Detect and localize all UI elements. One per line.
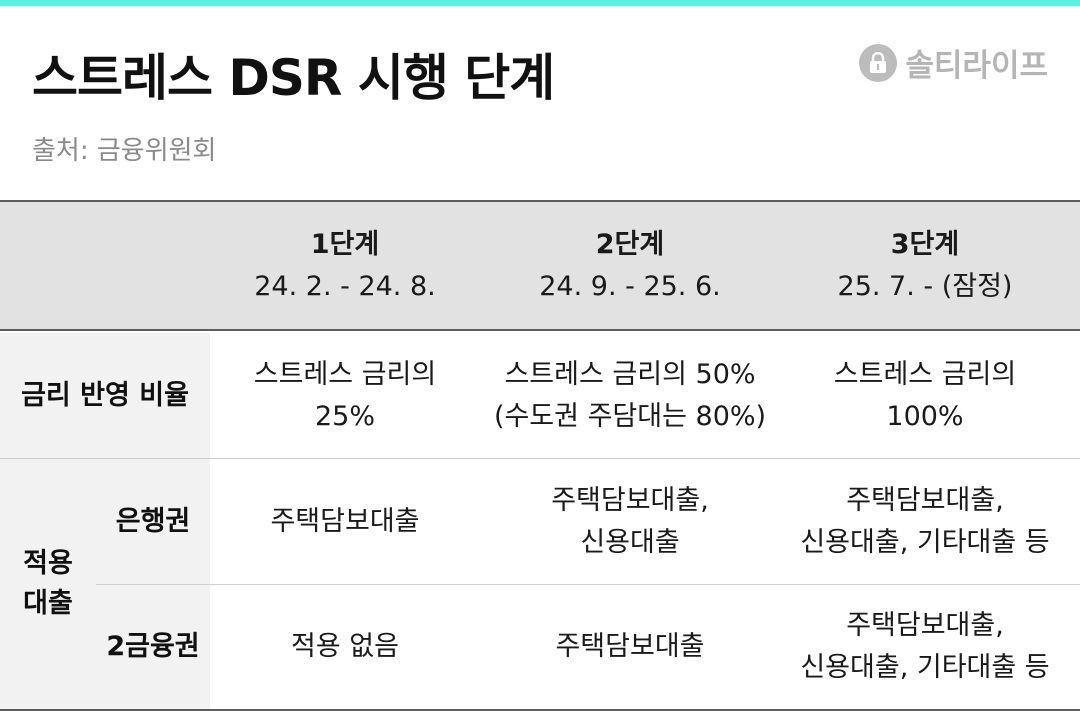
row-label-bank: 은행권 [115, 505, 191, 537]
lock-icon [859, 43, 898, 82]
stage-3-name: 3단계 [890, 228, 960, 260]
second-tier-stage-1: 적용 없음 [210, 585, 480, 709]
applied-loans-line2: 대출 [23, 588, 73, 619]
stage-3-period: 25. 7. - (잠정) [837, 270, 1013, 302]
bank-stage-3: 주택담보대출, 신용대출, 기타대출 등 [780, 459, 1070, 584]
second-tier-stage-3-line2: 신용대출, 기타대출 등 [800, 652, 1050, 683]
second-tier-stage-2-line1: 주택담보대출 [555, 631, 705, 662]
second-tier-stage-2: 주택담보대출 [490, 585, 770, 709]
ratio-stage-1: 스트레스 금리의 25% [210, 333, 480, 458]
bank-stage-1: 주택담보대출 [210, 459, 480, 584]
ratio-stage-2-line1: 스트레스 금리의 50% [504, 358, 756, 390]
ratio-stage-3-line1: 스트레스 금리의 [833, 358, 1017, 390]
row-label-second-tier: 2금융권 [106, 631, 200, 662]
brand-logo: 솔티라이프 [859, 40, 1048, 85]
ratio-stage-3-line2: 100% [886, 400, 964, 432]
stage-1-name: 1단계 [310, 228, 380, 260]
stage-2-name: 2단계 [595, 228, 665, 260]
bank-stage-2: 주택담보대출, 신용대출 [490, 459, 770, 584]
ratio-stage-1-line2: 25% [314, 400, 375, 432]
stage-1-period: 24. 2. - 24. 8. [254, 270, 436, 302]
ratio-stage-1-line1: 스트레스 금리의 [253, 358, 437, 390]
row-label-ratio: 금리 반영 비율 [0, 333, 210, 458]
bank-stage-2-line1: 주택담보대출, [551, 484, 709, 516]
row-divider [0, 458, 1080, 459]
applied-loans-line1: 적용 [23, 548, 73, 579]
table-header-row: 1단계 24. 2. - 24. 8. 2단계 24. 9. - 25. 6. … [0, 200, 1080, 331]
ratio-stage-2-line2: (수도권 주담대는 80%) [493, 400, 767, 432]
bank-stage-3-line2: 신용대출, 기타대출 등 [800, 526, 1050, 558]
dsr-stage-table: 1단계 24. 2. - 24. 8. 2단계 24. 9. - 25. 6. … [0, 200, 1080, 711]
ratio-stage-2: 스트레스 금리의 50% (수도권 주담대는 80%) [490, 333, 770, 458]
table-bottom-border [0, 709, 1080, 711]
second-tier-stage-3: 주택담보대출, 신용대출, 기타대출 등 [780, 585, 1070, 709]
bank-stage-1-line1: 주택담보대출 [270, 505, 420, 537]
second-tier-stage-1-line1: 적용 없음 [291, 631, 399, 662]
source-note: 출처: 금융위원회 [32, 136, 217, 166]
stage-3-header: 3단계 25. 7. - (잠정) [780, 202, 1070, 329]
page-title: 스트레스 DSR 시행 단계 [32, 49, 555, 107]
bank-stage-3-line1: 주택담보대출, [846, 484, 1004, 516]
top-accent-bar [0, 0, 1080, 6]
bank-stage-2-line2: 신용대출 [580, 526, 680, 558]
stage-2-header: 2단계 24. 9. - 25. 6. [490, 202, 770, 329]
brand-name: 솔티라이프 [905, 48, 1048, 84]
row-divider [96, 584, 1080, 585]
second-tier-stage-3-line1: 주택담보대출, [846, 610, 1004, 641]
stage-2-period: 24. 9. - 25. 6. [539, 270, 721, 302]
ratio-stage-3: 스트레스 금리의 100% [780, 333, 1070, 458]
stage-1-header: 1단계 24. 2. - 24. 8. [210, 202, 480, 329]
